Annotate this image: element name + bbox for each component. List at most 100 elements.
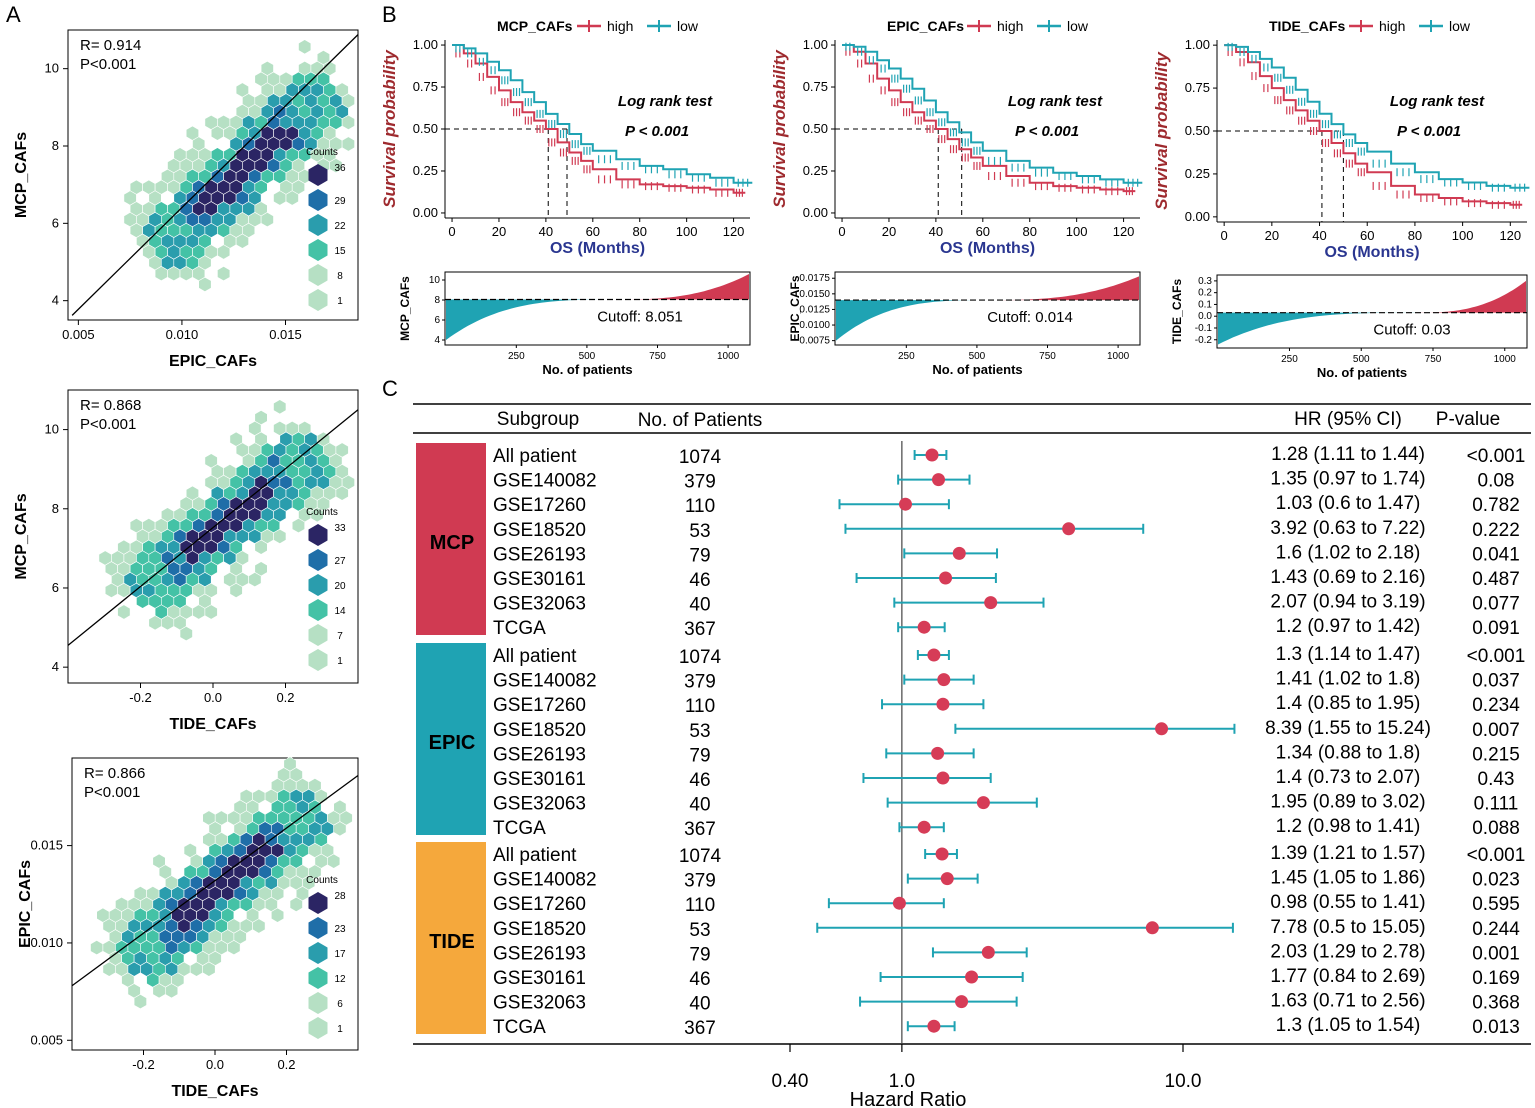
risk-frame bbox=[444, 271, 751, 346]
group-color-bar bbox=[416, 842, 486, 1034]
patient-count: 46 bbox=[689, 570, 710, 591]
legend-swatch bbox=[308, 239, 328, 261]
legend-swatch bbox=[308, 624, 328, 646]
p-value-text: 0.007 bbox=[1472, 720, 1520, 741]
patient-count: 40 bbox=[689, 994, 710, 1015]
x-tick-label: 40 bbox=[539, 224, 553, 239]
risk-x-tick-label: 750 bbox=[649, 351, 666, 362]
survival-curve-low bbox=[842, 44, 1143, 184]
log-rank-p-label: P < 0.001 bbox=[625, 123, 689, 140]
y-tick-label: 8 bbox=[52, 138, 59, 153]
p-value-label: P<0.001 bbox=[80, 56, 136, 73]
x-axis-title: EPIC_CAFs bbox=[169, 353, 257, 370]
legend-value: 1 bbox=[337, 656, 343, 667]
hr-ci-text: 2.07 (0.94 to 3.19) bbox=[1270, 592, 1425, 613]
x-tick-label: 120 bbox=[1499, 228, 1521, 243]
regression-line bbox=[67, 409, 359, 646]
hr-point bbox=[898, 497, 912, 511]
p-value-text: 0.023 bbox=[1472, 870, 1520, 891]
risk-y-tick-label: -0.1 bbox=[1195, 323, 1213, 334]
y-axis-title: MCP_CAFs bbox=[13, 493, 30, 579]
legend-swatch bbox=[308, 1017, 328, 1039]
risk-x-tick-label: 1000 bbox=[1494, 354, 1517, 365]
p-value-text: 0.169 bbox=[1472, 968, 1520, 989]
risk-score-plot: Cutoff: 0.03 -0.2-0.10.00.10.20.3 250 500 75… bbox=[1170, 274, 1528, 380]
risk-x-tick-label: 500 bbox=[969, 351, 986, 362]
y-tick-label: 0.015 bbox=[30, 838, 63, 853]
hr-point bbox=[925, 448, 939, 462]
subgroup-name: GSE18520 bbox=[493, 919, 586, 940]
patient-count: 53 bbox=[689, 521, 710, 542]
legend-value: 33 bbox=[334, 523, 346, 534]
legend-low-label: low bbox=[1449, 18, 1471, 34]
hexbin-cell bbox=[227, 940, 241, 956]
hr-ci-text: 1.4 (0.73 to 2.07) bbox=[1276, 767, 1421, 788]
hexbin-cell bbox=[291, 518, 306, 534]
y-tick-label: 6 bbox=[52, 580, 59, 595]
x-tick-label: 120 bbox=[723, 224, 745, 239]
group-label: MCP bbox=[430, 532, 474, 554]
patient-count: 110 bbox=[685, 895, 715, 916]
p-value-text: <0.001 bbox=[1467, 446, 1526, 467]
y-tick-label: 0.010 bbox=[30, 935, 63, 950]
hexbin-cell bbox=[329, 158, 343, 174]
x-tick-label: 0.0 bbox=[206, 1057, 224, 1072]
risk-y-tick-label: 0.1 bbox=[1198, 299, 1212, 310]
hr-ci-text: 3.92 (0.63 to 7.22) bbox=[1270, 518, 1425, 539]
subgroup-name: GSE140082 bbox=[493, 471, 597, 492]
cutoff-label: Cutoff: 0.014 bbox=[987, 309, 1073, 326]
x-tick-label: 80 bbox=[632, 224, 646, 239]
patient-count: 379 bbox=[684, 871, 716, 892]
y-tick-label: 4 bbox=[52, 659, 59, 674]
survival-curve-low bbox=[1224, 44, 1530, 189]
header-patients: No. of Patients bbox=[638, 410, 763, 431]
risk-y-tick-label: 0.0075 bbox=[799, 336, 830, 347]
log-rank-p-label: P < 0.001 bbox=[1397, 123, 1461, 140]
legend-swatch bbox=[308, 264, 328, 286]
hr-point bbox=[932, 473, 946, 487]
log-rank-label: Log rank test bbox=[618, 93, 713, 110]
hr-point bbox=[917, 620, 931, 634]
hr-point bbox=[935, 847, 949, 861]
subgroup-name: GSE30161 bbox=[493, 968, 586, 989]
km-plot-3: 0.00 0.25 0.50 0.75 1.00 0 20 40 60 80 100 120 OS (M… bbox=[1152, 18, 1530, 380]
legend-value: 8 bbox=[337, 271, 343, 282]
p-value-text: 0.08 bbox=[1478, 471, 1515, 492]
group-label: EPIC bbox=[429, 732, 476, 754]
x-tick-label: -0.2 bbox=[132, 1057, 154, 1072]
hexbin-cell bbox=[117, 604, 131, 620]
group-color-bar bbox=[416, 443, 486, 635]
patient-count: 53 bbox=[689, 721, 710, 742]
hr-ci-text: 1.45 (1.05 to 1.86) bbox=[1270, 868, 1425, 889]
subgroup-name: GSE17260 bbox=[493, 695, 586, 716]
x-axis-title: TIDE_CAFs bbox=[171, 1083, 258, 1100]
y-tick-label: 1.00 bbox=[803, 37, 828, 52]
group-label: TIDE bbox=[429, 931, 475, 953]
hexbin-cell bbox=[341, 114, 355, 130]
risk-y-tick-label: 0.3 bbox=[1198, 276, 1212, 287]
hr-ci-text: 1.03 (0.6 to 1.47) bbox=[1276, 493, 1421, 514]
hr-point bbox=[927, 648, 941, 662]
hr-ci-text: 1.35 (0.97 to 1.74) bbox=[1270, 469, 1425, 490]
patient-count: 379 bbox=[684, 472, 716, 493]
risk-high-area bbox=[993, 276, 1139, 301]
legend-high-label: high bbox=[607, 18, 633, 34]
hexbin-cell bbox=[248, 572, 262, 588]
patient-count: 79 bbox=[689, 944, 710, 965]
x-tick-label: 0 bbox=[1221, 228, 1228, 243]
x-tick-label: 100 bbox=[1452, 228, 1474, 243]
hexbin-cell bbox=[298, 39, 312, 55]
x-tick-label: 40 bbox=[929, 224, 943, 239]
forest-group-mcp: MCP All patient 1074 1.28 (1.11 to 1.44) <0.… bbox=[416, 443, 1525, 640]
subgroup-name: GSE18520 bbox=[493, 720, 586, 741]
hr-axis-tick-label: 10.0 bbox=[1165, 1071, 1202, 1092]
hr-point bbox=[931, 746, 945, 760]
p-value-text: 0.091 bbox=[1472, 618, 1520, 639]
risk-x-tick-label: 250 bbox=[508, 351, 525, 362]
panel-label-b: B bbox=[382, 2, 397, 27]
hr-ci-text: 1.2 (0.98 to 1.41) bbox=[1276, 816, 1421, 837]
patient-count: 79 bbox=[689, 745, 710, 766]
y-tick-label: 10 bbox=[45, 422, 59, 437]
y-tick-label: 0.50 bbox=[803, 121, 828, 136]
correlation-label: R= 0.868 bbox=[80, 397, 141, 414]
